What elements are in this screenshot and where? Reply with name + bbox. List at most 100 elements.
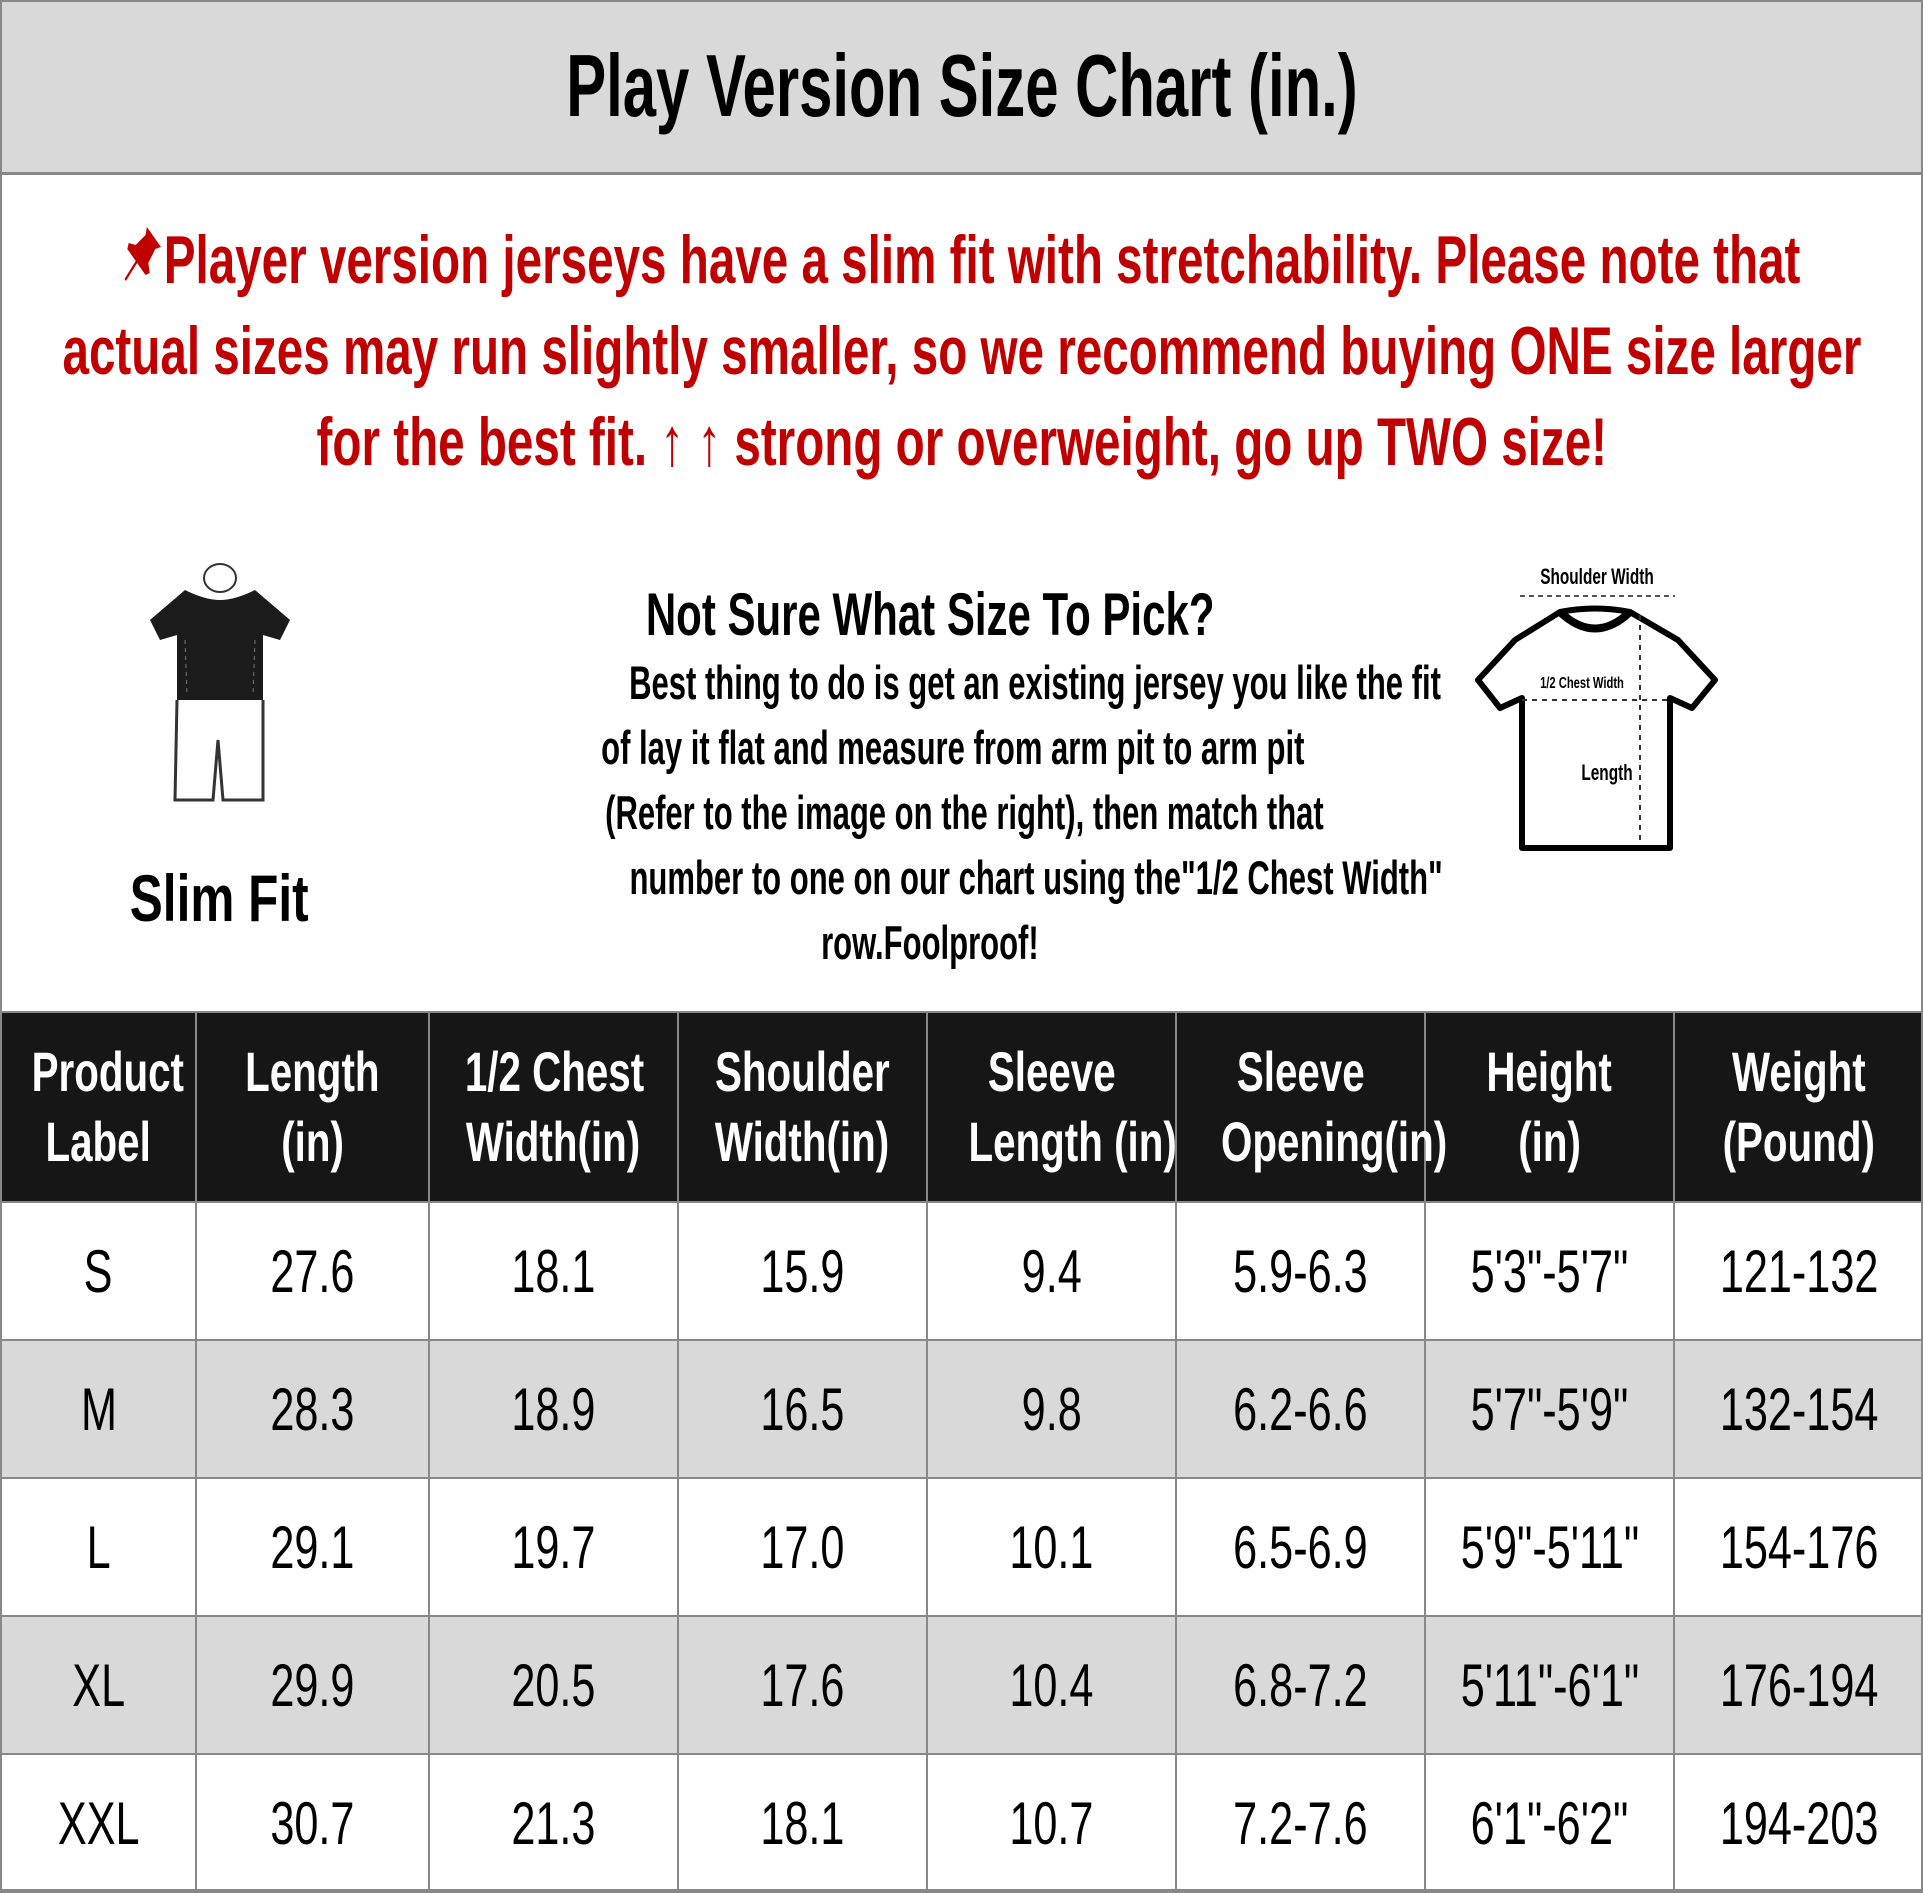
- cell-text: M: [80, 1375, 117, 1443]
- help-line: row.Foolproof!: [821, 916, 1039, 969]
- table-cell: 30.7: [195, 1753, 430, 1893]
- table-row: XL 29.9 20.5 17.6 10.4 6.8-7.2 5'11"-6'1" 176-1…: [0, 1615, 1923, 1755]
- table-cell: 18.1: [677, 1753, 928, 1893]
- cell-text: 6.2-6.6: [1233, 1375, 1368, 1443]
- shoulder-width-label: Shoulder Width: [1540, 565, 1654, 589]
- table-cell: 17.0: [677, 1477, 928, 1617]
- table-cell: 29.9: [195, 1615, 430, 1755]
- cell-text: 27.6: [270, 1237, 355, 1305]
- column-header: 1/2 Chest Width(in): [428, 1011, 679, 1203]
- header-text: (in): [281, 1110, 344, 1173]
- column-header: Length (in): [195, 1011, 430, 1203]
- cell-text: 6'1"-6'2": [1470, 1789, 1629, 1857]
- help-heading: Not Sure What Size To Pick?: [645, 581, 1215, 648]
- cell-text: 17.6: [760, 1651, 845, 1719]
- column-header: Sleeve Length (in): [926, 1011, 1177, 1203]
- cell-text: 5'3"-5'7": [1470, 1237, 1629, 1305]
- header-text: 1/2 Chest: [464, 1040, 645, 1103]
- table-cell: L: [0, 1477, 197, 1617]
- notice-line: for the best fit. ↑ ↑ strong or overweig…: [316, 404, 1607, 480]
- cell-text: 5.9-6.3: [1233, 1237, 1368, 1305]
- cell-text: S: [84, 1237, 113, 1305]
- table-cell: 6'1"-6'2": [1424, 1753, 1675, 1893]
- fit-notice: Player version jerseys have a slim fit w…: [0, 215, 1923, 488]
- pushpin-icon: [122, 215, 164, 306]
- cell-text: 9.8: [1021, 1375, 1082, 1443]
- table-cell: 154-176: [1673, 1477, 1923, 1617]
- header-text: Weight: [1732, 1040, 1866, 1103]
- table-row: L 29.1 19.7 17.0 10.1 6.5-6.9 5'9"-5'11" 154-17…: [0, 1477, 1923, 1617]
- header-text: Label: [45, 1110, 152, 1173]
- cell-text: 30.7: [270, 1789, 355, 1857]
- cell-text: 15.9: [760, 1237, 845, 1305]
- cell-text: 7.2-7.6: [1233, 1789, 1368, 1857]
- cell-text: 9.4: [1021, 1237, 1082, 1305]
- header-text: Opening(in): [1220, 1110, 1448, 1173]
- fit-label: Slim Fit: [129, 861, 309, 935]
- table-cell: 6.5-6.9: [1175, 1477, 1426, 1617]
- table-cell: XL: [0, 1615, 197, 1755]
- header-text: Sleeve: [987, 1040, 1116, 1103]
- size-help: Not Sure What Size To Pick? Best thing t…: [420, 580, 1443, 975]
- table-cell: 15.9: [677, 1201, 928, 1341]
- table-cell: 121-132: [1673, 1201, 1923, 1341]
- table-cell: S: [0, 1201, 197, 1341]
- length-label: Length: [1581, 761, 1632, 785]
- table-cell: 10.7: [926, 1753, 1177, 1893]
- table-cell: 20.5: [428, 1615, 679, 1755]
- cell-text: 18.1: [760, 1789, 845, 1857]
- table-cell: 5'11"-6'1": [1424, 1615, 1675, 1755]
- cell-text: 29.1: [270, 1513, 355, 1581]
- notice-line: actual sizes may run slightly smaller, s…: [62, 313, 1861, 389]
- header-text: Sleeve: [1236, 1040, 1365, 1103]
- chest-width-label: 1/2 Chest Width: [1540, 673, 1624, 692]
- page-title: Play Version Size Chart (in.): [565, 36, 1358, 135]
- table-cell: 18.9: [428, 1339, 679, 1479]
- header-text: Width(in): [466, 1110, 641, 1173]
- measurement-diagram: Shoulder Width 1/2 Chest Width Length: [1470, 560, 1730, 865]
- header-text: (Pound): [1722, 1110, 1876, 1173]
- table-cell: 27.6: [195, 1201, 430, 1341]
- table-cell: 9.4: [926, 1201, 1177, 1341]
- cell-text: 10.7: [1009, 1789, 1094, 1857]
- cell-text: 5'9"-5'11": [1460, 1513, 1640, 1581]
- cell-text: 6.8-7.2: [1233, 1651, 1368, 1719]
- table-cell: 5'9"-5'11": [1424, 1477, 1675, 1617]
- table-cell: 28.3: [195, 1339, 430, 1479]
- cell-text: 18.9: [511, 1375, 596, 1443]
- table-cell: 19.7: [428, 1477, 679, 1617]
- table-cell: 10.1: [926, 1477, 1177, 1617]
- notice-line: Player version jerseys have a slim fit w…: [164, 222, 1801, 298]
- column-header: Sleeve Opening(in): [1175, 1011, 1447, 1203]
- table-cell: 10.4: [926, 1615, 1177, 1755]
- cell-text: 6.5-6.9: [1233, 1513, 1368, 1581]
- header-text: Shoulder: [715, 1040, 890, 1103]
- table-cell: 16.5: [677, 1339, 928, 1479]
- cell-text: 154-176: [1719, 1513, 1879, 1581]
- table-cell: 6.8-7.2: [1175, 1615, 1426, 1755]
- cell-text: XXL: [57, 1789, 140, 1857]
- header-text: Product: [31, 1040, 184, 1103]
- help-line: of lay it flat and measure from arm pit …: [601, 721, 1305, 774]
- title-bar: Play Version Size Chart (in.): [0, 0, 1923, 175]
- help-line: number to one on our chart using the"1/2…: [629, 851, 1443, 904]
- table-row: M 28.3 18.9 16.5 9.8 6.2-6.6 5'7"-5'9" 132-154: [0, 1339, 1923, 1479]
- cell-text: 10.1: [1009, 1513, 1094, 1581]
- table-row: XXL 30.7 21.3 18.1 10.7 7.2-7.6 6'1"-6'2" 194-2…: [0, 1753, 1923, 1893]
- cell-text: 5'11"-6'1": [1460, 1651, 1640, 1719]
- cell-text: 176-194: [1719, 1651, 1879, 1719]
- help-line: (Refer to the image on the right), then …: [605, 786, 1324, 839]
- table-cell: 5'7"-5'9": [1424, 1339, 1675, 1479]
- cell-text: 121-132: [1719, 1237, 1879, 1305]
- cell-text: 5'7"-5'9": [1470, 1375, 1629, 1443]
- header-text: Height: [1486, 1040, 1613, 1103]
- cell-text: 28.3: [270, 1375, 355, 1443]
- cell-text: L: [86, 1513, 111, 1581]
- header-text: (in): [1518, 1110, 1581, 1173]
- cell-text: 20.5: [511, 1651, 596, 1719]
- table-cell: 17.6: [677, 1615, 928, 1755]
- mannequin-icon: [145, 560, 295, 815]
- cell-text: 10.4: [1009, 1651, 1094, 1719]
- cell-text: 18.1: [511, 1237, 596, 1305]
